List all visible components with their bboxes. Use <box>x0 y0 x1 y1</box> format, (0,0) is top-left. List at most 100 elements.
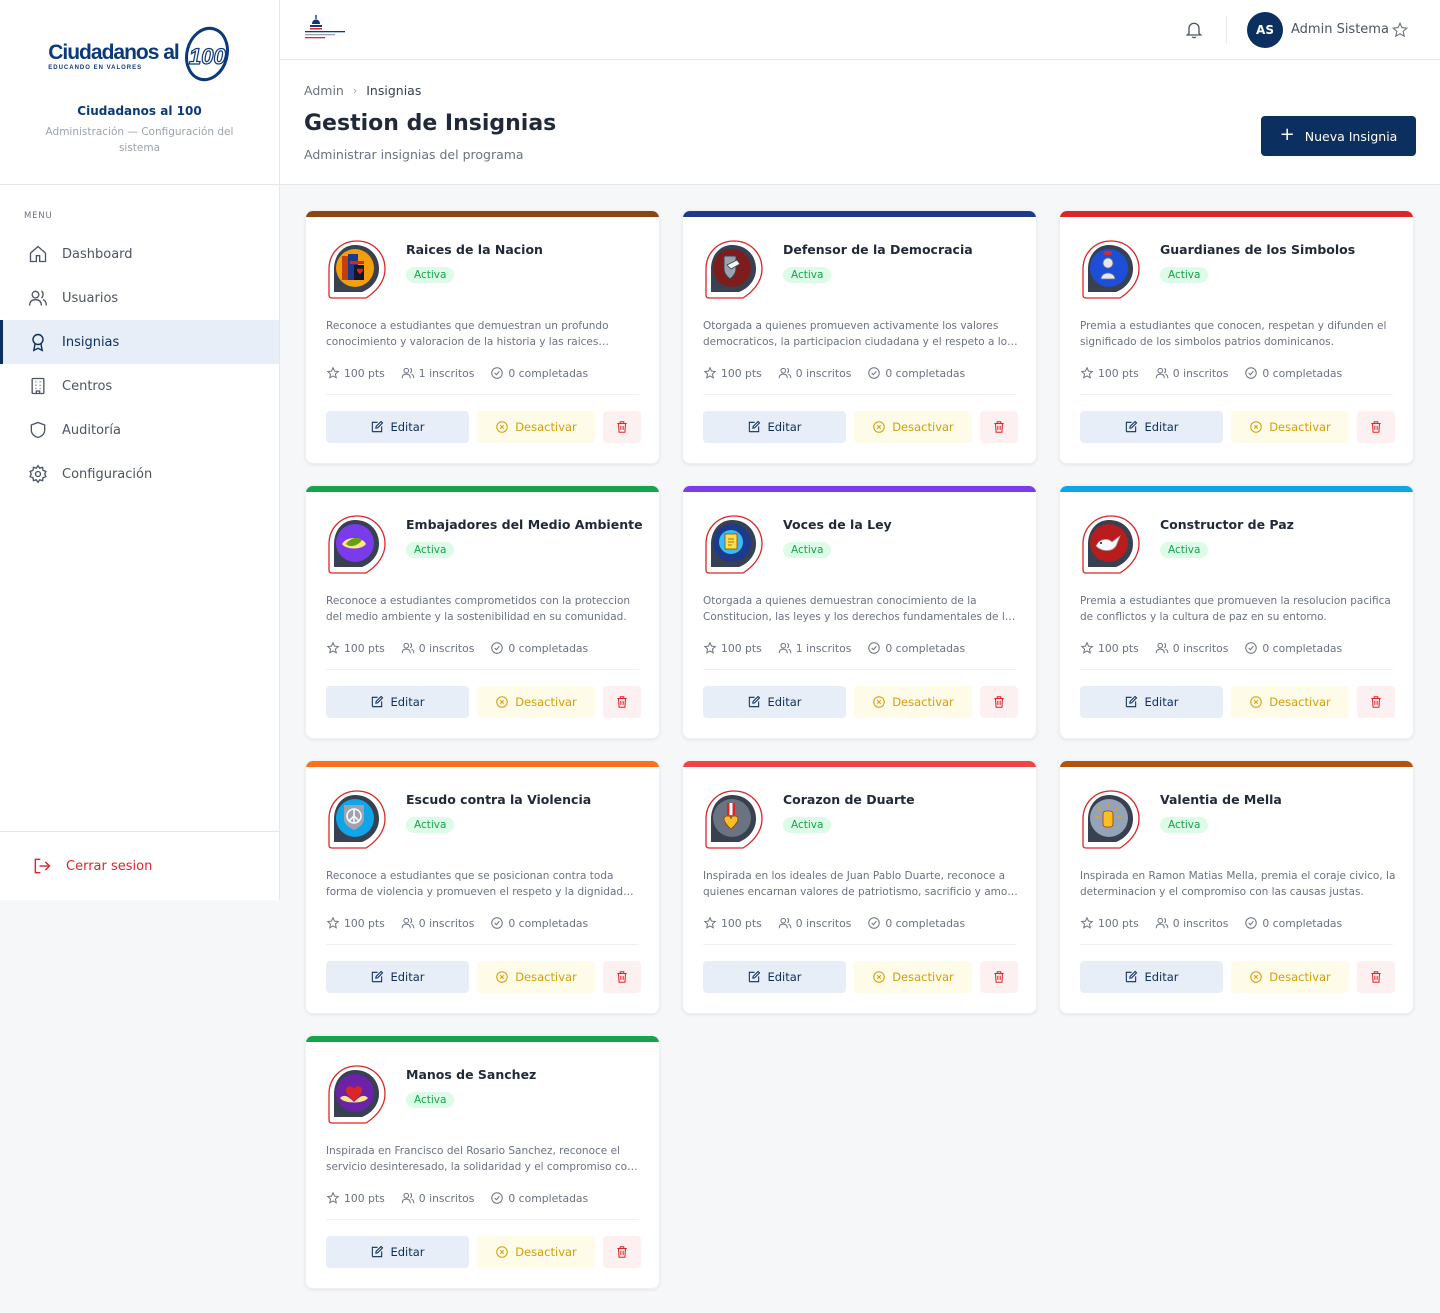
edit-button[interactable]: Editar <box>703 686 846 718</box>
points-value: 100 pts <box>344 916 385 930</box>
badge-card: Escudo contra la Violencia Activa Recono… <box>305 760 660 1014</box>
badge-description: Reconoce a estudiantes comprometidos con… <box>326 595 631 623</box>
new-badge-label: Nueva Insignia <box>1304 128 1398 144</box>
breadcrumb-admin[interactable]: Admin <box>304 83 344 98</box>
status-badge: Activa <box>1160 817 1209 833</box>
brand-block: Ciudadanos al EDUCANDO EN VALORES 100 Ci… <box>0 0 279 185</box>
deactivate-button[interactable]: Desactivar <box>854 961 972 993</box>
check-circle-icon <box>491 1192 504 1204</box>
points-value: 100 pts <box>721 916 762 930</box>
trash-icon <box>617 1246 627 1258</box>
new-badge-button[interactable]: + Nueva Insignia <box>1261 116 1416 156</box>
badge-card: Guardianes de los Simbolos Activa Premia… <box>1059 210 1414 464</box>
trash-icon <box>617 971 627 983</box>
enrolled-stat: 0 inscritos <box>1155 641 1228 655</box>
completed-value: 0 completadas <box>1262 366 1343 380</box>
deactivate-button[interactable]: Desactivar <box>477 411 595 443</box>
card-accent-bar <box>683 211 1036 217</box>
badge-icon-container <box>1080 239 1142 301</box>
enrolled-value: 0 inscritos <box>1172 366 1229 380</box>
points-stat: 100 pts <box>1080 916 1139 930</box>
edit-icon <box>372 420 384 433</box>
edit-button[interactable]: Editar <box>326 1236 469 1268</box>
app-logo[interactable]: Ciudadanos al EDUCANDO EN VALORES 100 <box>48 26 231 86</box>
avatar[interactable]: AS <box>1247 12 1283 48</box>
badge-icon-container <box>1080 789 1142 851</box>
edit-button[interactable]: Editar <box>1080 686 1223 718</box>
sidebar-item-insignias[interactable]: Insignias <box>0 320 279 364</box>
star-icon <box>326 916 340 929</box>
plus-icon: + <box>1279 124 1295 145</box>
sidebar-item-centros[interactable]: Centros <box>0 364 279 408</box>
trash-icon <box>617 421 627 433</box>
badge-icon-container <box>326 1064 388 1126</box>
status-badge: Activa <box>783 267 832 283</box>
page-header: Admin › Insignias Gestion de Insignias A… <box>280 60 1440 185</box>
card-divider <box>1080 394 1393 395</box>
status-badge: Activa <box>1160 267 1209 283</box>
delete-button[interactable] <box>980 686 1018 718</box>
card-divider <box>703 669 1016 670</box>
check-circle-icon <box>491 367 504 379</box>
status-badge: Activa <box>783 542 832 558</box>
enrolled-value: 0 inscritos <box>1172 916 1229 930</box>
edit-button[interactable]: Editar <box>326 961 469 993</box>
badge-description: Inspirada en los ideales de Juan Pablo D… <box>703 870 1012 898</box>
users-icon <box>778 642 792 654</box>
edit-button[interactable]: Editar <box>326 411 469 443</box>
users-icon <box>778 367 792 379</box>
star-icon[interactable] <box>1391 21 1409 39</box>
deactivate-button[interactable]: Desactivar <box>1231 961 1349 993</box>
sidebar-item-dashboard[interactable]: Dashboard <box>0 232 279 276</box>
edit-button[interactable]: Editar <box>703 411 846 443</box>
delete-button[interactable] <box>1357 411 1395 443</box>
edit-button[interactable]: Editar <box>1080 961 1223 993</box>
deactivate-button[interactable]: Desactivar <box>1231 686 1349 718</box>
completed-value: 0 completadas <box>508 641 589 655</box>
completed-stat: 0 completadas <box>1244 641 1342 655</box>
logout-button[interactable]: Cerrar sesion <box>0 831 279 900</box>
sidebar-item-auditoria[interactable]: Auditoría <box>0 408 279 452</box>
status-badge: Activa <box>783 817 832 833</box>
deactivate-button[interactable]: Desactivar <box>854 686 972 718</box>
delete-button[interactable] <box>603 961 641 993</box>
badge-title: Valentia de Mella <box>1160 792 1282 807</box>
ministry-logo <box>305 15 345 39</box>
delete-button[interactable] <box>603 411 641 443</box>
edit-icon <box>372 695 384 708</box>
sidebar-item-configuracion[interactable]: Configuración <box>0 452 279 496</box>
bust-icon <box>1082 240 1140 299</box>
brand-title: Ciudadanos al 100 <box>77 104 202 118</box>
delete-button[interactable] <box>980 411 1018 443</box>
notification-bell-icon[interactable] <box>1184 20 1204 40</box>
points-value: 100 pts <box>1098 916 1139 930</box>
sidebar-item-usuarios[interactable]: Usuarios <box>0 276 279 320</box>
deactivate-button[interactable]: Desactivar <box>477 961 595 993</box>
users-icon <box>401 642 415 654</box>
completed-stat: 0 completadas <box>490 366 588 380</box>
card-accent-bar <box>1060 211 1413 217</box>
deactivate-button[interactable]: Desactivar <box>1231 411 1349 443</box>
deactivate-button[interactable]: Desactivar <box>854 411 972 443</box>
badge-card: Valentia de Mella Activa Inspirada en Ra… <box>1059 760 1414 1014</box>
delete-button[interactable] <box>1357 686 1395 718</box>
card-accent-bar <box>1060 486 1413 492</box>
x-circle-icon <box>873 971 885 983</box>
badge-description: Premia a estudiantes que promueven la re… <box>1080 595 1391 623</box>
edit-label: Editar <box>1144 695 1179 709</box>
deactivate-button[interactable]: Desactivar <box>477 686 595 718</box>
edit-button[interactable]: Editar <box>1080 411 1223 443</box>
completed-stat: 0 completadas <box>490 916 588 930</box>
delete-button[interactable] <box>603 686 641 718</box>
enrolled-value: 0 inscritos <box>795 916 852 930</box>
edit-button[interactable]: Editar <box>703 961 846 993</box>
delete-button[interactable] <box>1357 961 1395 993</box>
points-stat: 100 pts <box>703 366 762 380</box>
delete-button[interactable] <box>603 1236 641 1268</box>
check-circle-icon <box>1245 917 1258 929</box>
delete-button[interactable] <box>980 961 1018 993</box>
edit-icon <box>372 970 384 983</box>
user-name[interactable]: Admin Sistema <box>1291 22 1389 37</box>
deactivate-button[interactable]: Desactivar <box>477 1236 595 1268</box>
edit-button[interactable]: Editar <box>326 686 469 718</box>
